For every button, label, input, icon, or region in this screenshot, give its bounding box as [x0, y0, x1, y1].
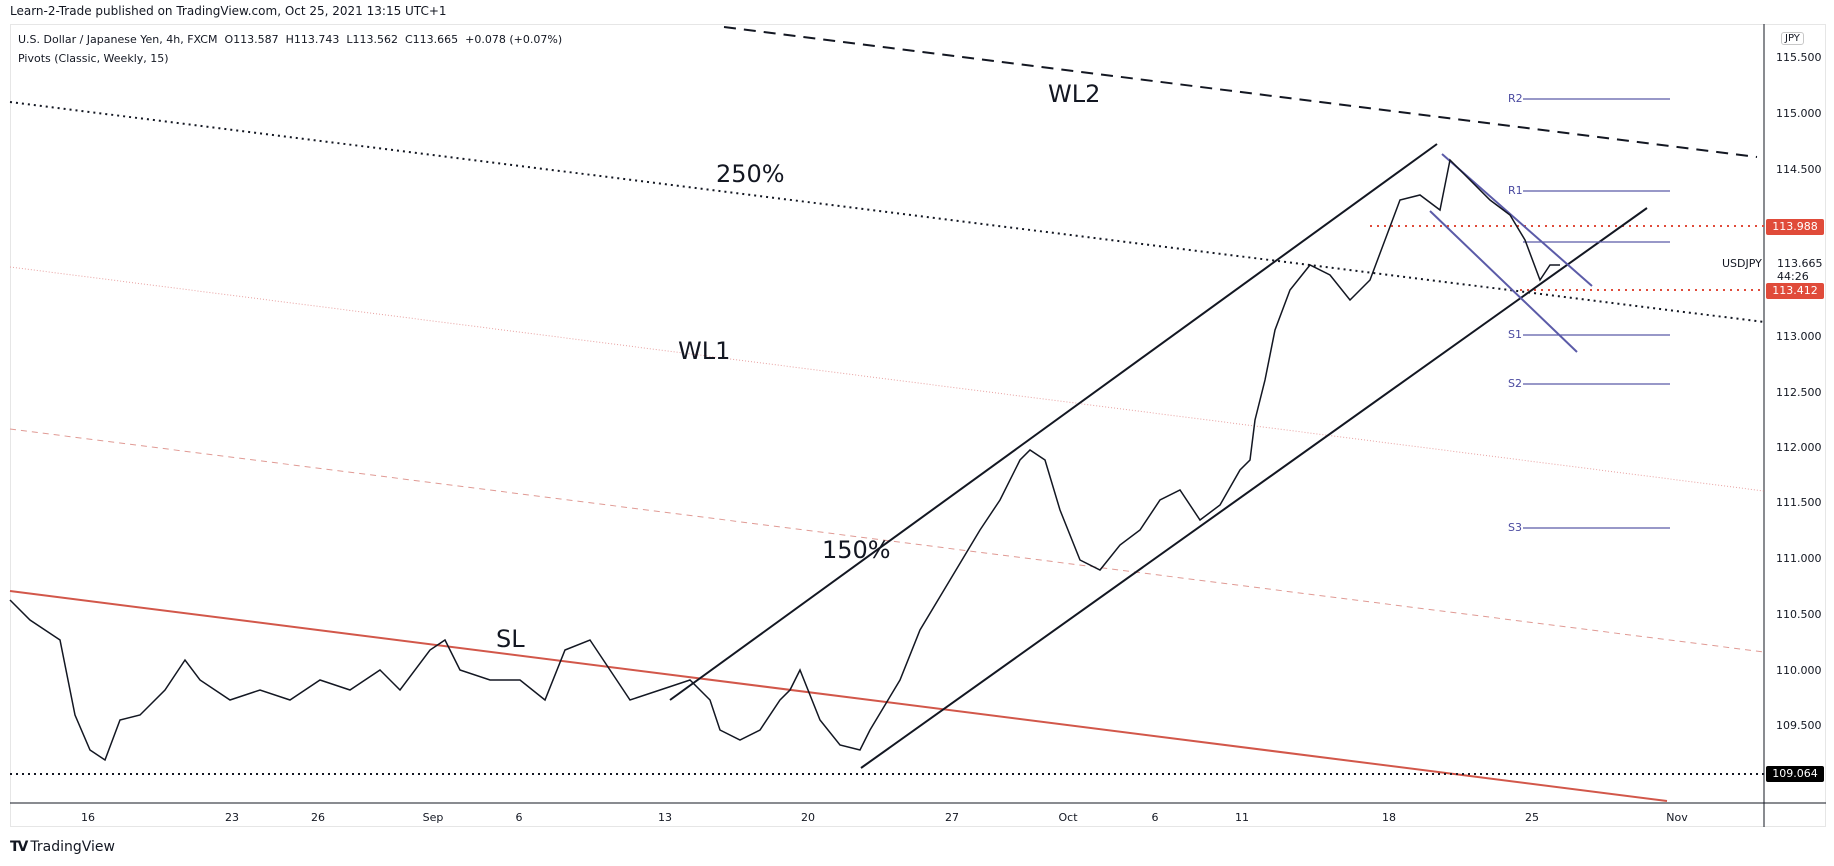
time-tick: 26	[311, 811, 325, 824]
time-tick: 13	[658, 811, 672, 824]
price-tick: 115.500	[1776, 51, 1822, 64]
bar-countdown: 44:26	[1777, 270, 1809, 283]
time-tick: 27	[945, 811, 959, 824]
sl-line	[9, 590, 1668, 802]
price-tick: 112.000	[1776, 441, 1822, 454]
time-tick: 16	[81, 811, 95, 824]
pivot-r1-label: R1	[1508, 184, 1523, 197]
time-tick: 6	[515, 811, 523, 824]
chart-panel[interactable]	[10, 24, 1826, 827]
indicator-legend[interactable]: Pivots (Classic, Weekly, 15)	[18, 52, 169, 65]
ohlc-low: L113.562	[346, 33, 398, 46]
price-tag-support: 113.412	[1766, 283, 1824, 299]
pivot-s2-label: S2	[1508, 377, 1522, 390]
time-tick: Nov	[1666, 811, 1688, 824]
price-tick: 111.500	[1776, 496, 1822, 509]
ohlc-high: H113.743	[285, 33, 340, 46]
publication-info: Learn-2-Trade published on TradingView.c…	[10, 4, 447, 18]
pivot-r2-label: R2	[1508, 92, 1523, 105]
time-tick: 18	[1382, 811, 1396, 824]
symbol-label: USDJPY	[1722, 257, 1762, 270]
ohlc-close: C113.665	[404, 33, 459, 46]
price-tick: 110.500	[1776, 608, 1822, 621]
price-tick: 111.000	[1776, 552, 1822, 565]
tradingview-logo-icon: TV	[10, 839, 28, 855]
wl1-label: WL1	[678, 337, 731, 365]
time-tick: 11	[1235, 811, 1249, 824]
tradingview-logo[interactable]: TV TradingView	[10, 839, 115, 855]
price-tick: 115.000	[1776, 107, 1822, 120]
fib-150-line	[9, 428, 1765, 653]
time-tick: Oct	[1058, 811, 1078, 824]
sl-label: SL	[496, 625, 525, 653]
price-tick: 110.000	[1776, 664, 1822, 677]
ohlc-open: O113.587	[224, 33, 279, 46]
price-tick: 113.000	[1776, 330, 1822, 343]
symbol-legend: U.S. Dollar / Japanese Yen, 4h, FXCM O11…	[18, 33, 562, 46]
fib-150-label: 150%	[822, 536, 891, 564]
pivot-s3-label: S3	[1508, 521, 1522, 534]
time-tick: 20	[801, 811, 815, 824]
channel-upper	[669, 143, 1438, 701]
pivot-s1-label: S1	[1508, 328, 1522, 341]
wl1-line	[9, 266, 1765, 492]
price-tick: 109.500	[1776, 719, 1822, 732]
fib-250-label: 250%	[716, 160, 785, 188]
price-tick: 112.500	[1776, 386, 1822, 399]
time-tick: 23	[225, 811, 239, 824]
last-price: 113.665	[1777, 257, 1823, 270]
currency-button[interactable]: JPY	[1781, 32, 1804, 45]
price-tag-resistance: 113.988	[1766, 219, 1824, 235]
price-path	[9, 158, 1560, 762]
time-tick: 25	[1525, 811, 1539, 824]
time-tick: 6	[1151, 811, 1159, 824]
price-tag-low: 109.064	[1766, 766, 1824, 782]
wl2-label: WL2	[1048, 80, 1101, 108]
symbol-description: U.S. Dollar / Japanese Yen, 4h, FXCM	[18, 33, 218, 46]
brand-name: TradingView	[30, 839, 115, 855]
price-tick: 114.500	[1776, 163, 1822, 176]
descending-channel-lower	[1429, 210, 1578, 353]
time-tick: Sep	[422, 811, 444, 824]
wl2-line	[723, 26, 1758, 158]
fib-250-line	[9, 101, 1765, 323]
pivot-lines	[1523, 98, 1670, 529]
channel-lower	[860, 207, 1648, 769]
ohlc-change: +0.078 (+0.07%)	[465, 33, 563, 46]
